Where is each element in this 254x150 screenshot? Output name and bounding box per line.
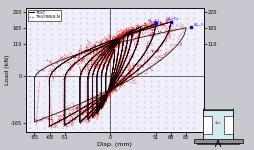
Legend: TEST, THUFIBER-N: TEST, THUFIBER-N — [27, 10, 60, 21]
Bar — [193, 139, 242, 142]
Text: $(\Delta_p,F_p)$: $(\Delta_p,F_p)$ — [147, 17, 160, 24]
Bar — [196, 142, 239, 144]
Bar — [202, 116, 211, 134]
Text: 4xx: 4xx — [214, 121, 220, 125]
X-axis label: Disp. (mm): Disp. (mm) — [97, 142, 132, 147]
Y-axis label: Load (kN): Load (kN) — [5, 55, 9, 85]
Bar — [223, 116, 232, 134]
Text: $(\Delta_p,F_p)$: $(\Delta_p,F_p)$ — [165, 15, 179, 22]
Bar — [202, 110, 232, 140]
Text: $(\Delta_u,F_u)$: $(\Delta_u,F_u)$ — [193, 22, 207, 30]
